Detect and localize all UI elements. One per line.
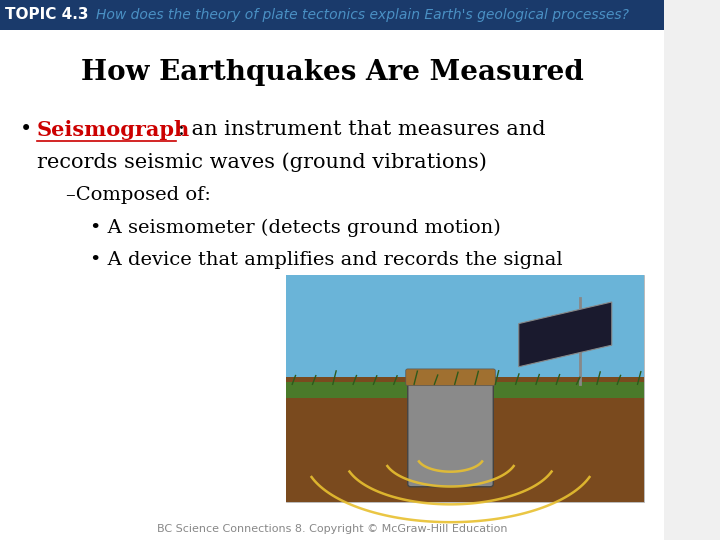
Text: How Earthquakes Are Measured: How Earthquakes Are Measured bbox=[81, 59, 583, 86]
Text: How does the theory of plate tectonics explain Earth's geological processes?: How does the theory of plate tectonics e… bbox=[96, 8, 629, 22]
FancyBboxPatch shape bbox=[286, 275, 644, 502]
Text: –Composed of:: –Composed of: bbox=[66, 186, 211, 205]
FancyBboxPatch shape bbox=[286, 275, 644, 384]
Text: • A seismometer (detects ground motion): • A seismometer (detects ground motion) bbox=[90, 219, 500, 237]
FancyBboxPatch shape bbox=[0, 0, 664, 540]
FancyBboxPatch shape bbox=[406, 369, 495, 386]
Text: Seismograph: Seismograph bbox=[37, 119, 190, 140]
Text: BC Science Connections 8. Copyright © McGraw-Hill Education: BC Science Connections 8. Copyright © Mc… bbox=[157, 523, 508, 534]
Text: records seismic waves (ground vibrations): records seismic waves (ground vibrations… bbox=[37, 152, 487, 172]
Text: •: • bbox=[20, 120, 32, 139]
Text: • A device that amplifies and records the signal: • A device that amplifies and records th… bbox=[90, 251, 562, 269]
FancyBboxPatch shape bbox=[408, 377, 493, 487]
FancyBboxPatch shape bbox=[286, 377, 644, 502]
Polygon shape bbox=[519, 302, 612, 367]
Text: : an instrument that measures and: : an instrument that measures and bbox=[178, 120, 546, 139]
FancyBboxPatch shape bbox=[286, 382, 644, 398]
Text: TOPIC 4.3: TOPIC 4.3 bbox=[4, 8, 88, 22]
FancyBboxPatch shape bbox=[0, 0, 664, 30]
